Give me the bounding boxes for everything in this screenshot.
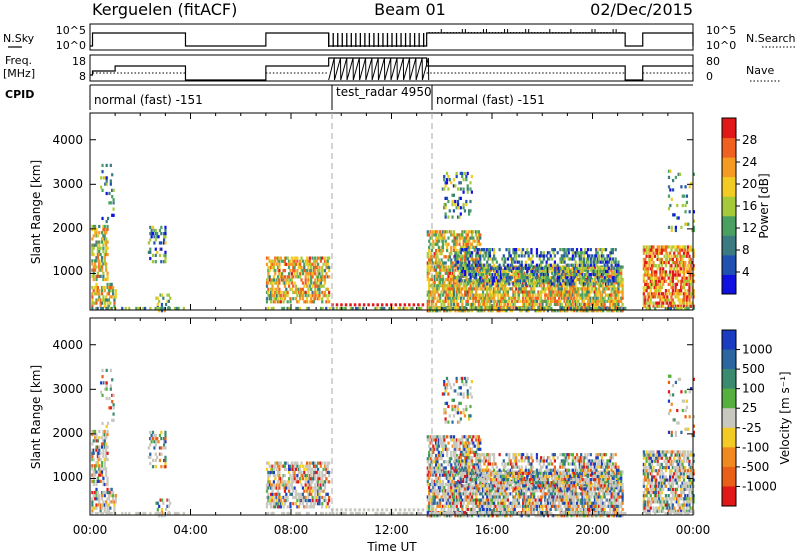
x-tick-label: 00:00 [73,523,108,537]
velocity-ytick-2000: 2000 [52,426,83,440]
colorbar-swatch [722,486,736,507]
power-ytick-3000: 3000 [52,177,83,191]
station-title: Kerguelen (fitACF) [92,0,237,19]
beam-label: Beam 01 [374,0,446,19]
freq-panel: Freq. [MHz] 18 8 80 0 Nave [3,54,780,83]
colorbar-swatch [722,330,736,351]
nsky-trace [90,29,694,47]
velocity-colorbar-tick: -500 [742,460,769,474]
power-colorbar: 4 8 12 16 20 24 28 Power [dB] [721,117,771,295]
colorbar-swatch [722,176,736,197]
velocity-colorbar-tick: 25 [742,401,757,415]
freq-label-2: [MHz] [3,67,35,80]
power-data [91,163,695,313]
power-colorbar-tick: 28 [742,133,757,147]
cpid-segment-3: normal (fast) -151 [436,93,545,107]
cpid-row: CPID normal (fast) -151 test_radar 4950 … [5,84,693,110]
power-ytick-1000: 1000 [52,264,83,278]
velocity-data [91,368,695,518]
nave-label: Nave [746,64,774,77]
date-label: 02/Dec/2015 [590,0,693,19]
nsky-label: N.Sky [3,32,35,45]
power-colorbar-tick: 24 [742,155,757,169]
velocity-colorbar-label: Velocity [m s⁻¹] [778,371,792,464]
freq-trace [90,57,693,81]
power-ylabel: Slant Range [km] [29,160,43,264]
colorbar-swatch [722,235,736,256]
colorbar-swatch [722,196,736,217]
velocity-colorbar-tick: 1000 [742,343,773,357]
power-colorbar-tick: 20 [742,177,757,191]
nsky-tick-top: 10^5 [56,24,86,37]
nsky-panel: N.Sky 10^5 10^0 10^5 10^0 N.Search [3,23,797,52]
x-tick-label: 00:00 [676,523,711,537]
nsearch-tick-top: 10^5 [706,24,736,37]
power-ytick-2000: 2000 [52,221,83,235]
x-tick-label: 12:00 [374,523,409,537]
colorbar-swatch [722,466,736,487]
velocity-panel: 1000 2000 3000 4000 Slant Range [km] [29,317,695,518]
x-tick-label: 16:00 [475,523,510,537]
colorbar-swatch [722,427,736,448]
colorbar-swatch [722,408,736,429]
velocity-colorbar: 1000 500 100 25 -25 -100 -500 -1000 Velocity [m… [721,329,792,507]
cpid-segment-1: normal (fast) -151 [94,93,203,107]
power-colorbar-tick: 8 [742,243,750,257]
colorbar-swatch [722,157,736,178]
cpid-label: CPID [5,88,34,101]
power-colorbar-tick: 12 [742,221,757,235]
colorbar-swatch [722,447,736,468]
freq-line [90,57,693,81]
velocity-colorbar-tick: -25 [742,421,762,435]
freq-tick-top: 18 [72,55,86,68]
colorbar-swatch [722,388,736,409]
colorbar-swatch [722,137,736,158]
colorbar-swatch [722,349,736,370]
x-axis: 00:00 04:00 08:00 12:00 16:00 20:00 00:00 [73,113,711,537]
nsearch-tick-bottom: 10^0 [706,39,736,52]
power-ytick-4000: 4000 [52,133,83,147]
velocity-ylabel: Slant Range [km] [29,365,43,469]
power-colorbar-tick: 16 [742,199,757,213]
velocity-colorbar-tick: 500 [742,362,765,376]
freq-label-1: Freq. [5,54,32,67]
nsky-tick-bottom: 10^0 [56,39,86,52]
power-panel: 1000 2000 3000 4000 Slant Range [km] [29,112,695,313]
velocity-colorbar-tick: 100 [742,382,765,396]
x-axis-label: Time UT [366,540,417,554]
nave-tick-top: 80 [706,55,720,68]
velocity-ytick-3000: 3000 [52,382,83,396]
freq-sawtooth [328,57,430,81]
x-tick-label: 08:00 [274,523,309,537]
colorbar-swatch [722,369,736,390]
freq-tick-bottom: 8 [79,70,86,83]
colorbar-swatch [722,118,736,139]
cpid-segment-2: test_radar 4950 [336,85,432,99]
velocity-colorbar-tick: -100 [742,440,769,454]
power-colorbar-label: Power [dB] [757,173,771,238]
velocity-ytick-1000: 1000 [52,470,83,484]
x-tick-label: 04:00 [173,523,208,537]
velocity-ytick-4000: 4000 [52,338,83,352]
power-colorbar-tick: 4 [742,265,750,279]
nsearch-label: N.Search [746,32,796,45]
colorbar-swatch [722,254,736,275]
colorbar-swatch [722,274,736,295]
x-tick-label: 20:00 [575,523,610,537]
nave-tick-bottom: 0 [706,70,713,83]
velocity-colorbar-tick: -1000 [742,479,777,493]
colorbar-swatch [722,215,736,236]
